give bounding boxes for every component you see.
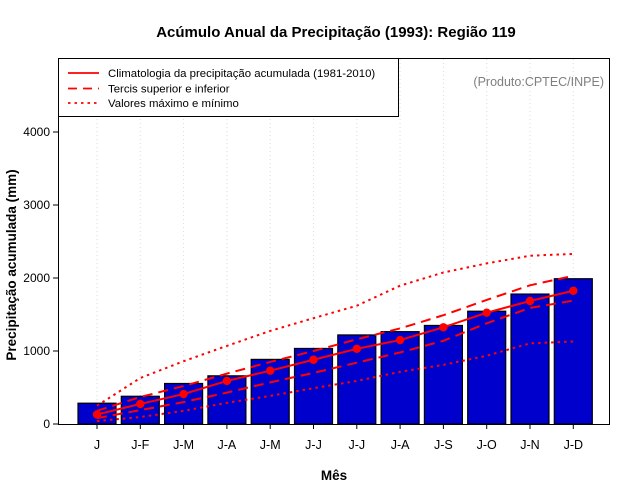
climatology-point-1: [92, 410, 102, 419]
y-tick-label: 4000: [23, 125, 50, 139]
climatology-point-7: [352, 344, 361, 354]
y-tick-label: 3000: [23, 198, 50, 212]
y-tick-label: 0: [43, 417, 50, 431]
y-axis-title: Precipitação acumulada (mm): [4, 169, 19, 360]
series-line-dotted: [96, 252, 574, 407]
legend-label-max-min: Valores máximo e mínimo: [108, 98, 239, 110]
x-tick-label-J-J: J-J: [348, 438, 365, 452]
climatology-point-10: [482, 308, 491, 317]
climatology-point-9: [439, 323, 448, 332]
x-tick-label-J-M: J-M: [260, 438, 281, 452]
climatology-point-6: [309, 355, 318, 364]
legend-label-terciles: Tercis superior e inferior: [108, 84, 230, 96]
bar-month-12: [553, 278, 593, 425]
x-tick-label-J-J: J-J: [305, 438, 322, 452]
x-tick-label-J-A: J-A: [218, 438, 237, 452]
climatology-point-4: [222, 376, 232, 386]
x-tick-label-J-A: J-A: [391, 438, 410, 452]
x-tick-label-J-M: J-M: [173, 438, 194, 452]
climatology-point-5: [266, 366, 275, 375]
x-tick-label-J-S: J-S: [434, 438, 453, 452]
climatology-point-12: [569, 286, 578, 295]
bar-month-9: [423, 324, 463, 425]
climatology-point-2: [136, 399, 145, 409]
x-tick-label-J-N: J-N: [520, 438, 539, 452]
legend-label-climatology: Climatologia da precipitação acumulada (…: [108, 68, 375, 80]
climatology-point-3: [179, 389, 188, 399]
series-line-dashed: [96, 274, 574, 412]
chart-title: Acúmulo Anual da Precipitação (1993): Re…: [156, 24, 516, 41]
x-tick-label-J: J: [94, 438, 100, 452]
y-tick-label: 1000: [23, 344, 50, 358]
x-tick-label-J-D: J-D: [564, 438, 583, 452]
legend-box: [58, 58, 399, 117]
x-axis-title: Mês: [321, 468, 347, 483]
x-tick-label-J-O: J-O: [477, 438, 497, 452]
series-line-dotted: [96, 340, 574, 423]
chart-legend: Climatologia da precipitação acumulada (…: [58, 58, 399, 117]
bar-month-5: [250, 358, 290, 425]
plot-area: 0 1000 2000 3000 4000 J J-F J-M J-A J-M J-J J-J J-A J…: [23, 58, 610, 452]
y-tick-label: 2000: [23, 271, 50, 285]
bar-month-11: [510, 293, 550, 425]
series-line-solid: [96, 289, 574, 416]
product-source-annotation: (Produto:CPTEC/INPE): [473, 75, 604, 89]
bar-month-10: [467, 310, 507, 425]
climatology-point-8: [395, 335, 405, 345]
series-line-dashed: [96, 299, 574, 420]
bar-month-8: [380, 331, 420, 425]
climatology-point-11: [525, 296, 535, 306]
x-tick-label-J-F: J-F: [131, 438, 149, 452]
